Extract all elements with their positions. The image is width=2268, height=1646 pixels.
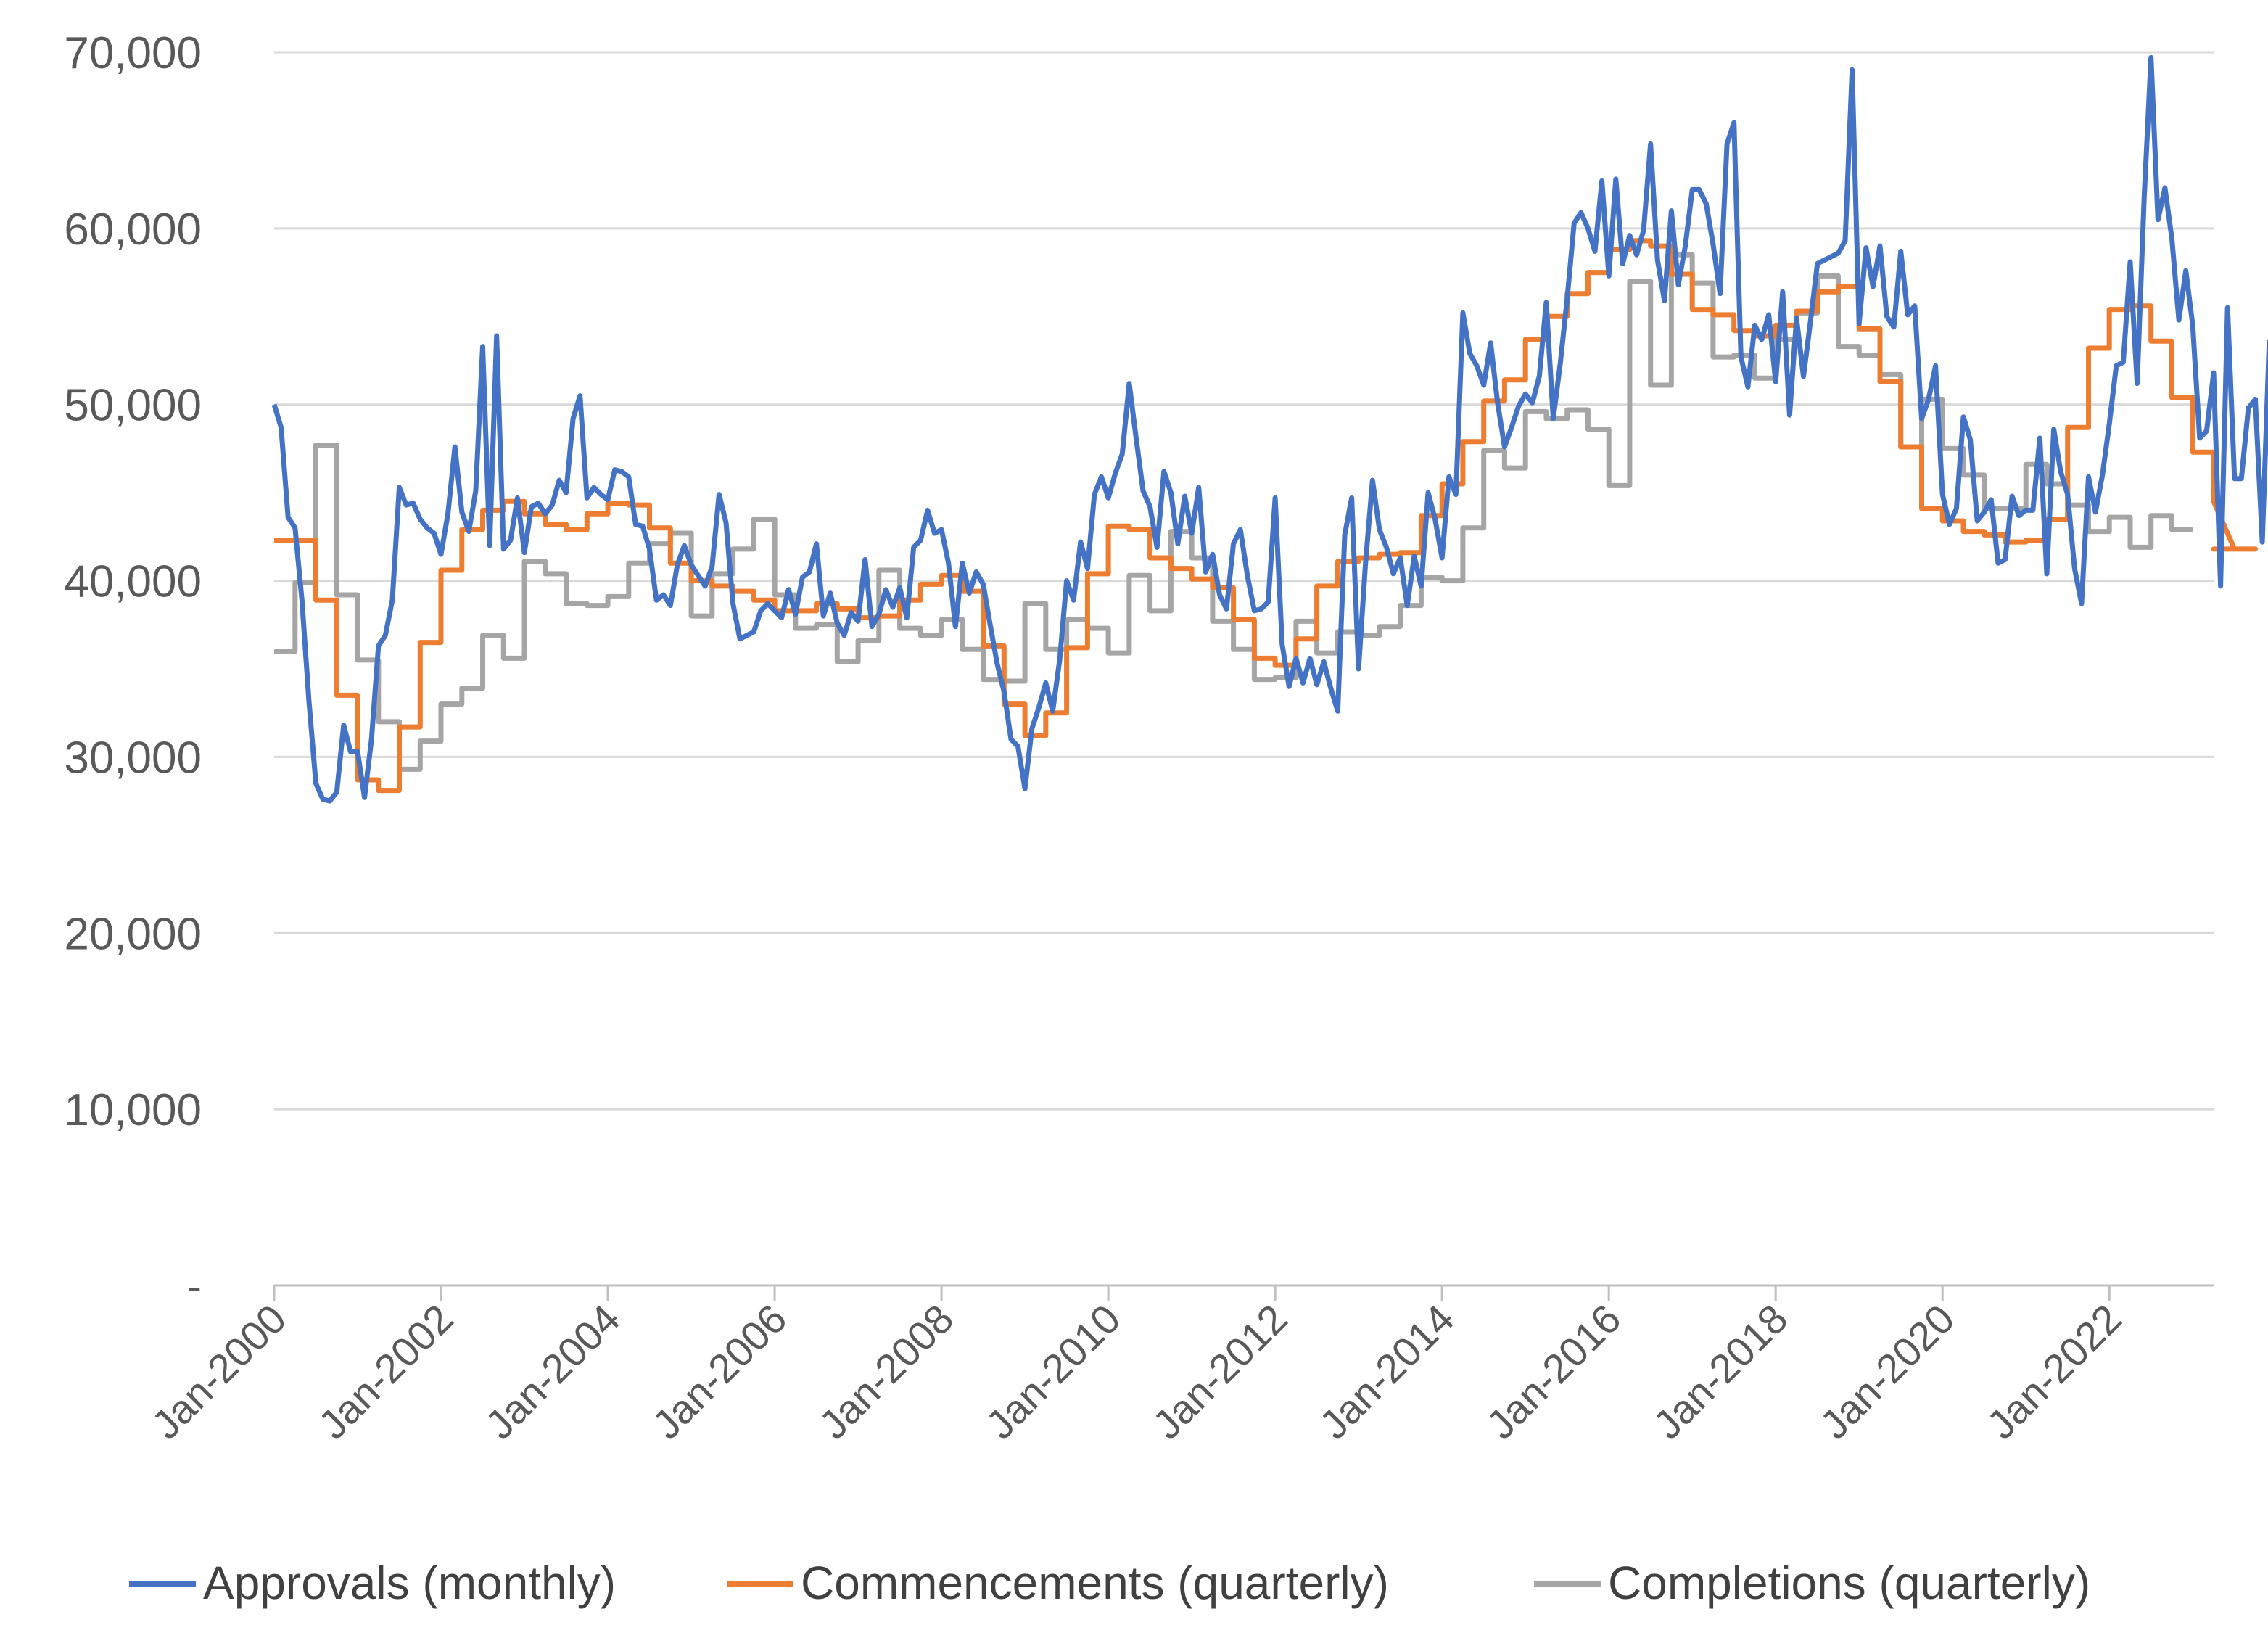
x-tick-label: Jan-2014 [1311, 1296, 1463, 1448]
x-tick-label: Jan-2004 [477, 1296, 629, 1448]
x-tick-label: Jan-2000 [143, 1296, 295, 1448]
y-tick-label: 30,000 [64, 733, 202, 783]
x-tick-label: Jan-2020 [1811, 1296, 1963, 1448]
y-axis-tick-labels: - 10,000 20,000 30,000 40,000 50,000 60,000 70,… [64, 28, 202, 1312]
x-tick-label: Jan-2016 [1477, 1296, 1630, 1448]
x-axis [273, 1284, 2214, 1301]
x-tick-label: Jan-2006 [643, 1296, 796, 1448]
x-tick-label: Jan-2002 [310, 1296, 462, 1448]
gridlines [274, 51, 2214, 1111]
y-tick-label: 10,000 [64, 1085, 202, 1135]
y-tick-label: - [186, 1262, 202, 1312]
x-tick-label: Jan-2008 [810, 1296, 962, 1448]
legend: Approvals (monthly) Commencements (quarte… [129, 1557, 2090, 1609]
x-axis-tick-labels: Jan-2000 Jan-2002 Jan-2004 Jan-2006 Jan-2008… [143, 1296, 2130, 1448]
series-line-commencements [274, 238, 2258, 794]
legend-label: Completions (quarterly) [1608, 1557, 2090, 1609]
y-tick-label: 70,000 [64, 28, 202, 78]
plot-area [271, 54, 2268, 804]
y-tick-label: 60,000 [64, 205, 202, 255]
y-tick-label: 20,000 [64, 909, 202, 959]
y-tick-label: 40,000 [64, 557, 202, 607]
legend-label: Approvals (monthly) [203, 1557, 616, 1609]
legend-label: Commencements (quarterly) [801, 1557, 1389, 1609]
series-line-completions [274, 252, 2193, 772]
y-tick-label: 50,000 [64, 381, 202, 431]
x-tick-label: Jan-2018 [1644, 1296, 1797, 1448]
series-line-approvals [271, 54, 2268, 804]
x-tick-label: Jan-2012 [1144, 1296, 1296, 1448]
x-tick-label: Jan-2022 [1978, 1296, 2130, 1448]
x-tick-label: Jan-2010 [977, 1296, 1129, 1448]
